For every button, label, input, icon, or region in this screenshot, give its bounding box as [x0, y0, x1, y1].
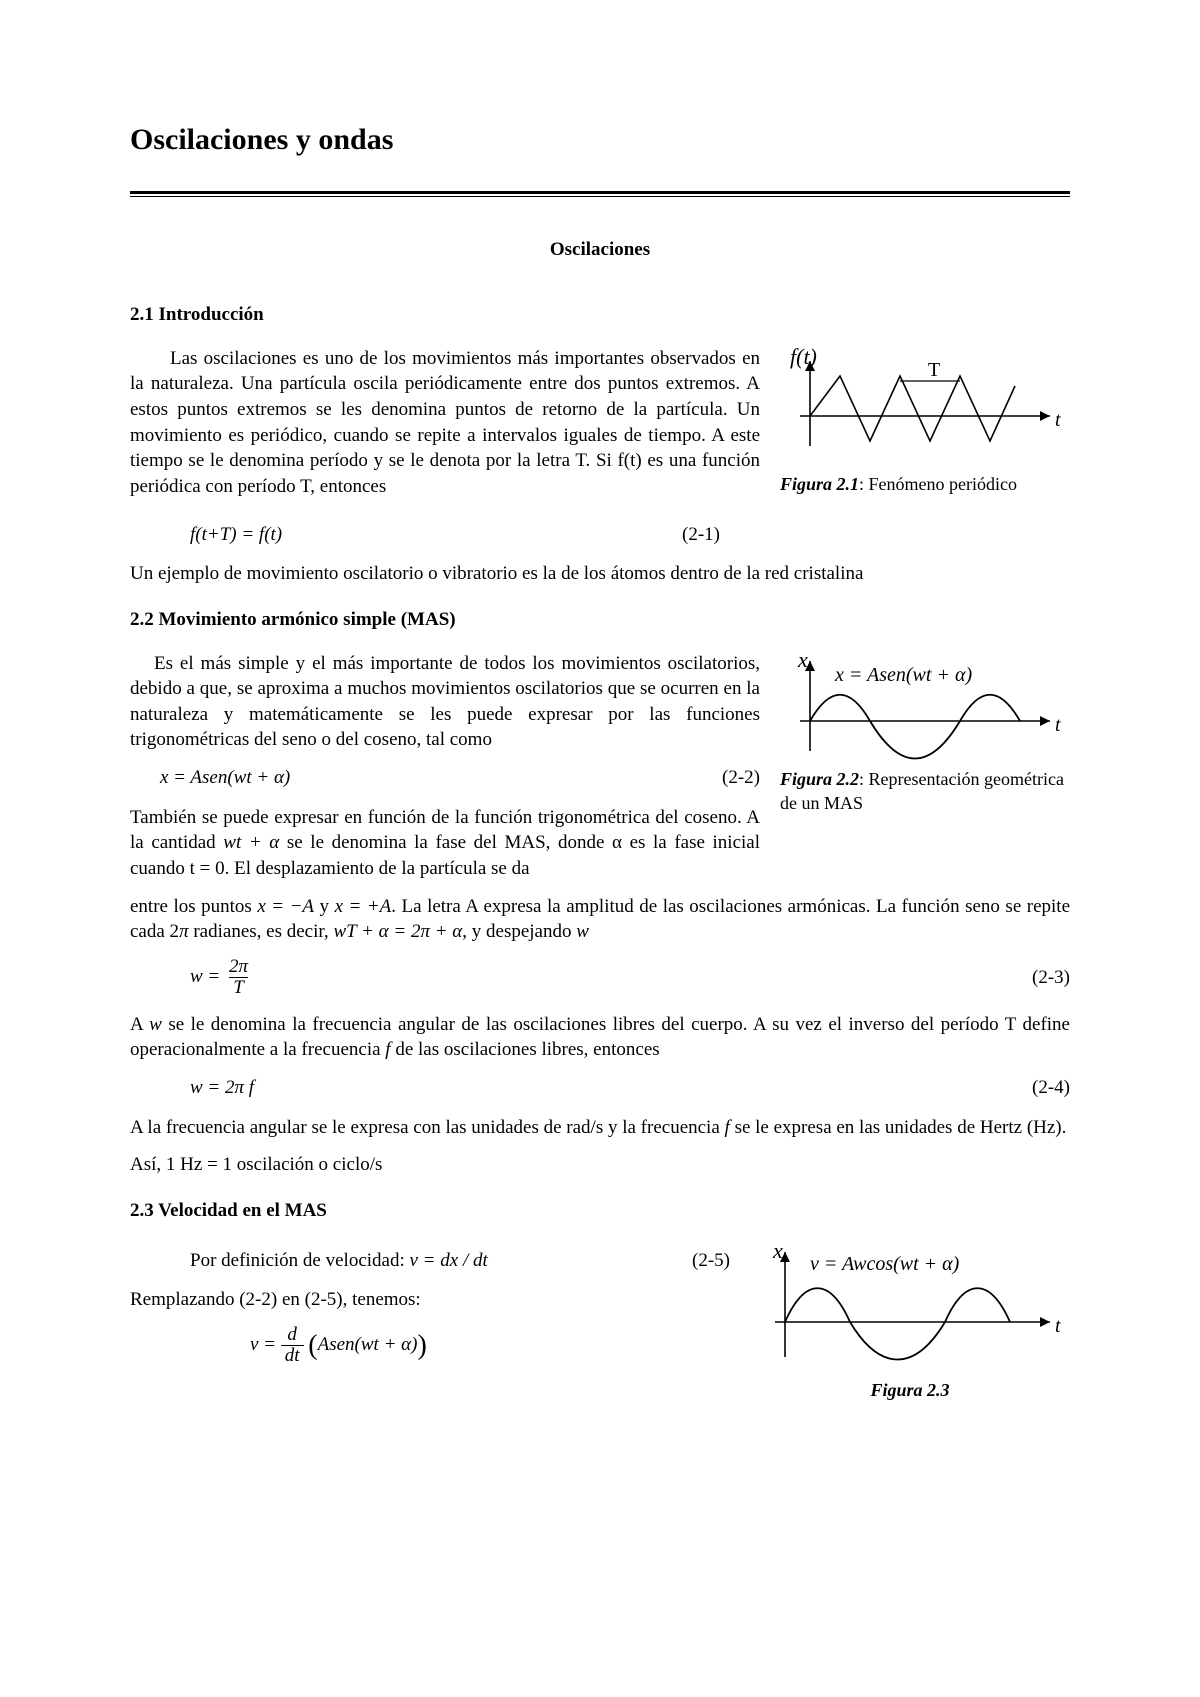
equation-2-3: w = 2π T (2-3) [130, 957, 1070, 998]
title-rule-thin [130, 196, 1070, 197]
fig23-caption-label: Figura 2.3 [870, 1380, 949, 1400]
fig22-x-label: t [1055, 714, 1061, 736]
eq22-body: x = Asen(wt + α) [130, 765, 690, 791]
section-2-3-row: Por definición de velocidad: v = dx / dt… [130, 1242, 1070, 1402]
eq24-number: (2-4) [1000, 1075, 1070, 1101]
eq22-number: (2-2) [690, 765, 760, 791]
fig22-caption-label: Figura 2.2 [780, 769, 859, 789]
document-title: Oscilaciones y ondas [130, 120, 1070, 161]
figure-2-3-caption: Figura 2.3 [750, 1378, 1070, 1402]
sec22-p3pi: π [179, 921, 189, 942]
equation-2-1: f(t+T) = f(t) (2-1) [130, 522, 720, 548]
section-2-1-heading: 2.1 Introducción [130, 302, 1070, 328]
figure-2-2-caption: Figura 2.2: Representación geométrica de… [780, 767, 1070, 816]
sec23-deriv-den: dt [281, 1345, 304, 1366]
figure-2-3: x v = Awcos(wt + α) t Figura 2.3 [750, 1242, 1070, 1402]
eq21-body: f(t+T) = f(t) [130, 522, 650, 548]
fig23-y-label: x [772, 1242, 783, 1263]
section-2-2-row: Es el más simple y el más importante de … [130, 651, 1070, 894]
sec22-p3h: , y despejando [462, 921, 576, 942]
sec23-p1a: Por definición de velocidad: [190, 1250, 410, 1271]
sec22-p3b: x = −A [257, 896, 314, 917]
fig21-caption-label: Figura 2.1 [780, 474, 859, 494]
fig21-x-label: t [1055, 409, 1061, 431]
fig21-y-label: f(t) [790, 346, 817, 369]
sec22-p4: A w se le denomina la frecuencia angular… [130, 1012, 1070, 1063]
sec22-p4e: de las oscilaciones libres, entonces [391, 1039, 660, 1060]
sec23-derivation: v = d dt (Asen(wt + α)) [130, 1325, 730, 1366]
sec22-p3g: wT + α = 2π + α [333, 921, 462, 942]
figure-2-3-svg: x v = Awcos(wt + α) t [750, 1242, 1070, 1372]
eq25-body: Por definición de velocidad: v = dx / dt [130, 1248, 660, 1274]
sec23-p1b: v = dx / dt [410, 1250, 488, 1271]
fig21-T-label: T [928, 359, 940, 381]
fig21-caption-rest: : Fenómeno periódico [859, 474, 1017, 494]
eq25-number: (2-5) [660, 1248, 730, 1274]
sec22-p1: Es el más simple y el más importante de … [130, 651, 760, 754]
eq23-body: w = 2π T [130, 957, 1000, 998]
sec22-p4b: w [149, 1014, 162, 1035]
center-heading: Oscilaciones [130, 237, 1070, 263]
sec23-deriv-num: d [283, 1325, 301, 1345]
sec22-p3i: w [576, 921, 589, 942]
section-2-2-text: Es el más simple y el más importante de … [130, 651, 760, 894]
section-2-1-row: Las oscilaciones es uno de los movimient… [130, 346, 1070, 512]
sec23-p2: Remplazando (2-2) en (2-5), tenemos: [130, 1287, 730, 1313]
sec22-p3a: entre los puntos [130, 896, 257, 917]
sec22-p5c: se le expresa en las unidades de Hertz (… [730, 1117, 1067, 1138]
fig23-x-label: t [1055, 1315, 1061, 1337]
fig22-eq-label: x = Asen(wt + α) [834, 664, 972, 686]
eq21-number: (2-1) [650, 522, 720, 548]
figure-2-2: x x = Asen(wt + α) t Figura 2.2: Represe… [780, 651, 1070, 816]
fig23-eq-label: v = Awcos(wt + α) [810, 1253, 960, 1275]
section-2-3-heading: 2.3 Velocidad en el MAS [130, 1198, 1070, 1224]
sec23-deriv-frac: d dt [281, 1325, 304, 1366]
sec22-p2b: wt + α [223, 832, 279, 853]
equation-2-4: w = 2π f (2-4) [130, 1075, 1070, 1101]
eq23-frac: 2π T [225, 957, 252, 998]
sec22-p5: A la frecuencia angular se le expresa co… [130, 1115, 1070, 1141]
eq24-body: w = 2π f [130, 1075, 1000, 1101]
sec22-p2: También se puede expresar en función de … [130, 805, 760, 882]
sec22-p3f: radianes, es decir, [189, 921, 334, 942]
sec21-p2: Un ejemplo de movimiento oscilatorio o v… [130, 561, 1070, 587]
figure-2-1-caption: Figura 2.1: Fenómeno periódico [780, 472, 1070, 496]
sec22-p4a: A [130, 1014, 149, 1035]
sec22-p3: entre los puntos x = −A y x = +A. La let… [130, 894, 1070, 945]
equation-2-2: x = Asen(wt + α) (2-2) [130, 765, 760, 791]
section-2-2-heading: 2.2 Movimiento armónico simple (MAS) [130, 607, 1070, 633]
equation-2-5: Por definición de velocidad: v = dx / dt… [130, 1248, 730, 1274]
eq23-num: 2π [225, 957, 252, 977]
section-2-1-text: Las oscilaciones es uno de los movimient… [130, 346, 760, 512]
sec21-p1: Las oscilaciones es uno de los movimient… [130, 346, 760, 500]
title-rule-heavy [130, 191, 1070, 194]
figure-2-2-svg: x x = Asen(wt + α) t [780, 651, 1070, 761]
eq23-number: (2-3) [1000, 965, 1070, 991]
section-2-3-text: Por definición de velocidad: v = dx / dt… [130, 1242, 730, 1366]
sec22-p3d: x = +A [335, 896, 392, 917]
sec22-p3c: y [314, 896, 335, 917]
fig22-y-label: x [797, 651, 808, 672]
sec23-deriv-rhs: Asen(wt + α) [318, 1334, 418, 1355]
figure-2-1: T f(t) t Figura 2.1: Fenómeno periódico [780, 346, 1070, 496]
sec23-deriv-lhs: v = [250, 1334, 281, 1355]
sec22-p6: Así, 1 Hz = 1 oscilación o ciclo/s [130, 1152, 1070, 1178]
eq23-lhs: w = [190, 966, 225, 987]
eq23-den: T [229, 977, 248, 998]
figure-2-1-svg: T f(t) t [780, 346, 1070, 466]
sec22-p5a: A la frecuencia angular se le expresa co… [130, 1117, 725, 1138]
